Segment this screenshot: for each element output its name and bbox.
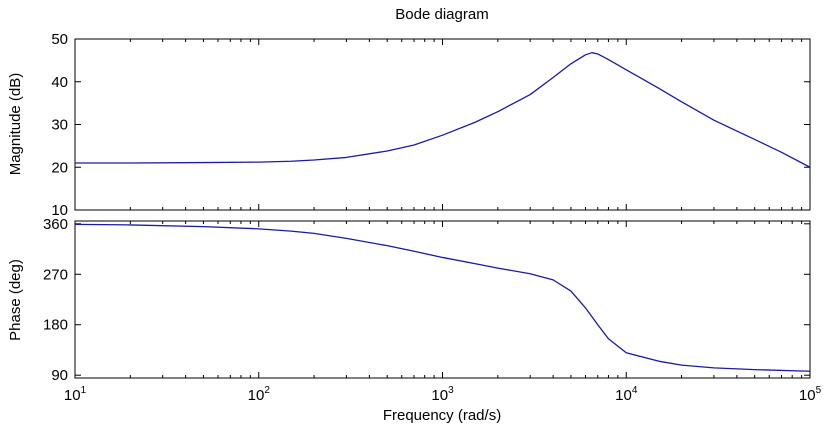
magnitude-y-tick-label: 10	[51, 202, 68, 219]
magnitude-y-tick-label: 50	[51, 31, 68, 48]
phase-ylabel: Phase (deg)	[7, 259, 24, 341]
phase-y-tick-label: 90	[51, 367, 68, 384]
magnitude-curve	[75, 52, 811, 168]
magnitude-y-tick-label: 20	[51, 159, 68, 176]
frequency-tick-labels: 101 102 103 104 105	[64, 385, 822, 404]
magnitude-ylabel: Magnitude (dB)	[7, 73, 24, 176]
magnitude-y-tick-label: 40	[51, 74, 68, 91]
frequency-xlabel: Frequency (rad/s)	[383, 407, 501, 424]
magnitude-y-tick-label: 30	[51, 117, 68, 134]
frequency-tick-label: 103	[431, 385, 454, 404]
chart-title: Bode diagram	[395, 6, 488, 23]
phase-panel: 90 180 270 360 Phase (deg)	[7, 216, 811, 384]
frequency-tick-label: 101	[64, 385, 87, 404]
frequency-tick-label: 105	[799, 385, 822, 404]
phase-y-tick-label: 270	[43, 266, 68, 283]
phase-ticks: 90 180 270 360	[43, 216, 811, 384]
phase-curve	[74, 223, 811, 372]
phase-y-tick-label: 180	[43, 317, 68, 334]
magnitude-panel: 10 20 30 40 50 Magnitude (dB)	[7, 31, 811, 219]
phase-y-tick-label: 360	[43, 216, 68, 233]
frequency-tick-label: 104	[615, 385, 638, 404]
phase-axes-frame	[74, 220, 811, 379]
magnitude-axes-frame	[74, 38, 811, 211]
frequency-tick-label: 102	[248, 385, 271, 404]
magnitude-ticks: 10 20 30 40 50	[51, 31, 811, 219]
